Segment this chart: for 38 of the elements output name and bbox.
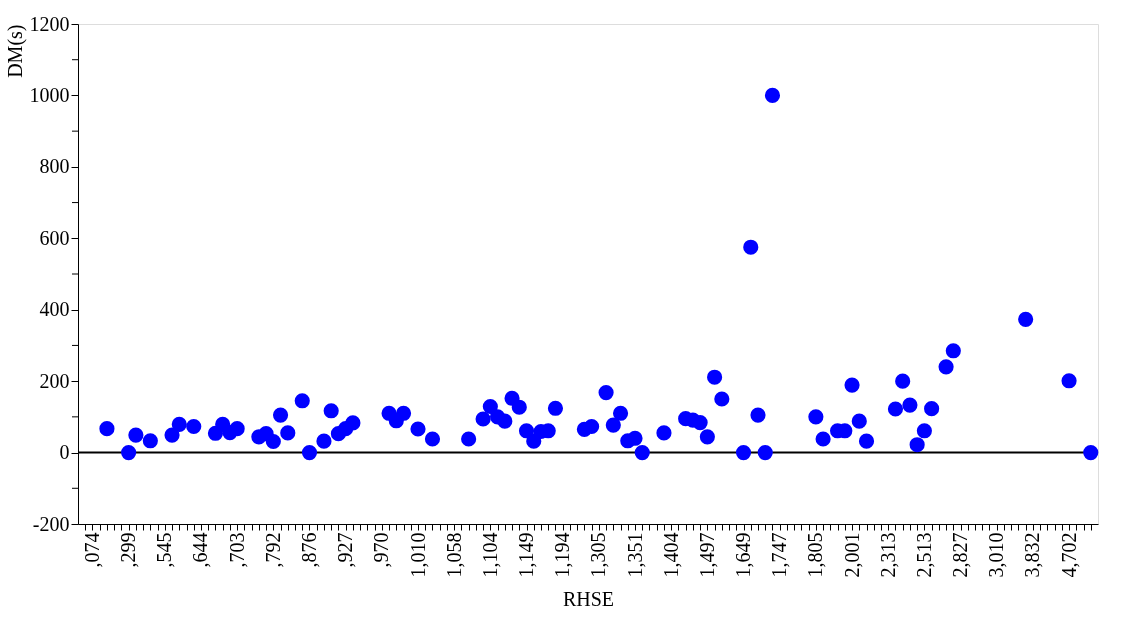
x-axis-title: RHSE [562, 587, 615, 610]
x-tick-label: 1,305 [587, 532, 610, 578]
y-tick-label: 1200 [29, 12, 70, 35]
x-tick-label: 2,313 [876, 532, 899, 578]
y-tick-label: 400 [39, 298, 70, 321]
x-tick-label: ,703 [225, 532, 248, 568]
x-tick-label: ,074 [80, 532, 103, 568]
x-tick-label: 1,747 [768, 532, 791, 578]
y-tick-label: 0 [59, 441, 70, 464]
y-axis-title: DM(s) [3, 24, 27, 78]
x-tick-label: 1,351 [623, 532, 646, 578]
y-tick-label: 200 [39, 369, 70, 392]
x-tick-label: 1,649 [732, 532, 755, 578]
y-tick-label: 1000 [29, 83, 70, 106]
x-tick-label: 1,805 [804, 532, 827, 578]
x-tick-label: ,644 [189, 532, 212, 568]
x-tick-label: ,792 [261, 532, 284, 568]
x-tick-label: ,545 [153, 532, 176, 568]
y-tick-label: -200 [32, 512, 70, 535]
x-tick-label: 2,001 [840, 532, 863, 578]
x-tick-label: 4,702 [1057, 532, 1080, 578]
x-tick-label: 3,010 [985, 532, 1008, 578]
x-tick-label: 2,827 [949, 532, 972, 578]
x-tick-label: 1,194 [551, 532, 574, 578]
x-tick-label: 1,497 [695, 532, 718, 578]
x-tick-label: ,927 [334, 532, 357, 568]
x-tick-label: 1,010 [406, 532, 429, 578]
x-tick-label: ,876 [297, 532, 320, 568]
x-tick-label: 1,058 [442, 532, 465, 578]
x-tick-label: ,970 [370, 532, 393, 568]
y-tick-label: 600 [39, 226, 70, 249]
x-tick-label: 3,832 [1021, 532, 1044, 578]
x-tick-label: ,299 [117, 532, 140, 568]
x-tick-label: 1,404 [659, 532, 682, 578]
x-tick-label: 1,149 [515, 532, 538, 578]
x-tick-label: 2,513 [912, 532, 935, 578]
x-tick-label: 1,104 [478, 532, 501, 578]
y-tick-label: 800 [39, 155, 70, 178]
